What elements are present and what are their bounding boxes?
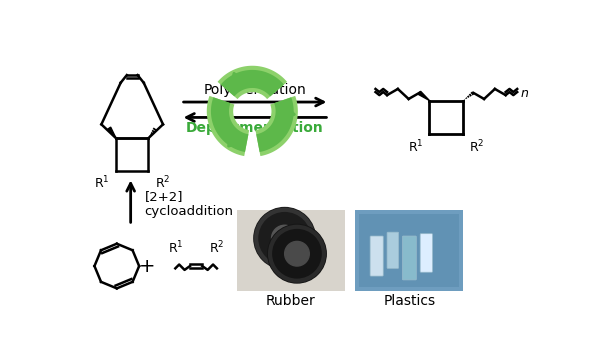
Circle shape bbox=[254, 208, 315, 269]
Text: Depolymerization: Depolymerization bbox=[186, 121, 324, 135]
Text: R$^1$: R$^1$ bbox=[95, 175, 110, 191]
Circle shape bbox=[285, 241, 309, 266]
Polygon shape bbox=[418, 91, 429, 100]
Polygon shape bbox=[108, 127, 116, 138]
Text: Plastics: Plastics bbox=[383, 294, 435, 308]
Text: R$^1$: R$^1$ bbox=[408, 138, 423, 155]
FancyBboxPatch shape bbox=[387, 232, 399, 268]
FancyBboxPatch shape bbox=[403, 236, 417, 280]
Text: $n$: $n$ bbox=[520, 87, 529, 100]
Text: +: + bbox=[138, 256, 155, 276]
FancyBboxPatch shape bbox=[420, 234, 432, 272]
Text: R$^1$: R$^1$ bbox=[167, 240, 183, 256]
Bar bbox=[359, 214, 459, 287]
Bar bbox=[237, 210, 345, 291]
Text: Polymerization: Polymerization bbox=[203, 83, 306, 97]
Bar bbox=[356, 210, 464, 291]
Text: Rubber: Rubber bbox=[266, 294, 315, 308]
FancyBboxPatch shape bbox=[370, 236, 383, 276]
Circle shape bbox=[272, 225, 298, 251]
Text: R$^2$: R$^2$ bbox=[155, 175, 170, 191]
Text: R$^2$: R$^2$ bbox=[470, 138, 485, 155]
Circle shape bbox=[268, 224, 326, 283]
Text: [2+2]
cycloaddition: [2+2] cycloaddition bbox=[144, 190, 234, 218]
Text: R$^2$: R$^2$ bbox=[209, 240, 225, 256]
